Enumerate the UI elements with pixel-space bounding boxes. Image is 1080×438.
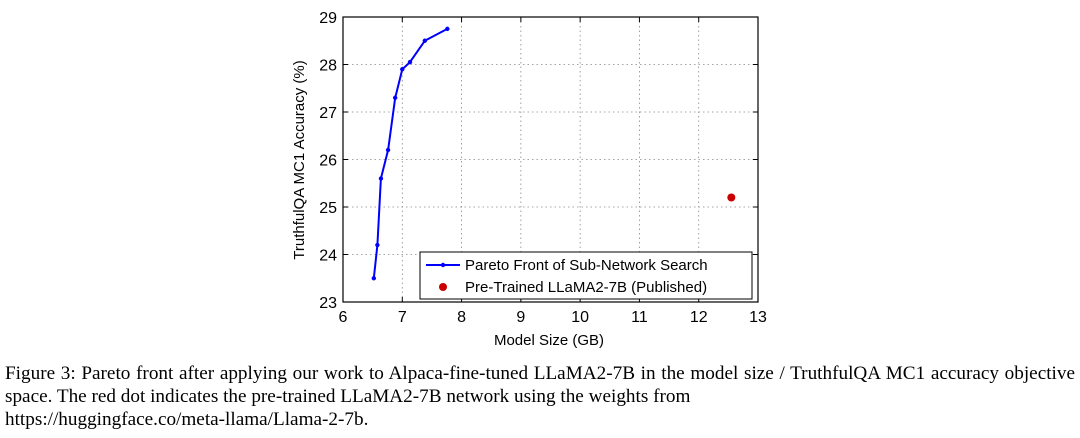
- x-axis-label: Model Size (GB): [494, 332, 604, 349]
- pareto-front-point: [378, 176, 384, 181]
- x-tick-label: 13: [749, 309, 767, 326]
- pareto-chart: 6 7 8 9 10 11 12 13 23 24 25 26 27 28 29 Model Size (…: [0, 0, 1080, 360]
- y-tick-label: 23: [319, 295, 337, 312]
- y-tick-label: 27: [319, 105, 337, 122]
- y-tick-label: 28: [319, 58, 337, 75]
- pareto-front-point: [371, 276, 377, 281]
- pareto-front-point: [422, 38, 428, 43]
- y-tick-label: 26: [319, 153, 337, 170]
- caption-url: https://huggingface.co/meta-llama/Llama-…: [5, 409, 369, 430]
- caption-text: Figure 3: Pareto front after applying ou…: [5, 363, 1075, 407]
- chart-legend: Pareto Front of Sub-Network Search Pre-T…: [419, 251, 753, 300]
- x-tick-label: 8: [457, 309, 466, 326]
- plot-area-frame: [342, 16, 759, 303]
- legend-dot-swatch: [439, 283, 447, 291]
- x-tick-label: 7: [398, 309, 407, 326]
- pareto-front-point: [407, 59, 413, 65]
- y-tick-label: 24: [319, 248, 337, 265]
- chart-background: [0, 0, 1080, 360]
- figure-caption: Figure 3: Pareto front after applying ou…: [5, 362, 1075, 431]
- x-tick-label: 10: [571, 309, 589, 326]
- pareto-front-point: [375, 242, 380, 248]
- pareto-front-point: [392, 95, 398, 100]
- pretrained-llama2-point: [727, 193, 736, 202]
- pareto-front-point: [400, 67, 405, 72]
- x-tick-label: 6: [339, 309, 348, 326]
- legend-label-pareto: Pareto Front of Sub-Network Search: [465, 257, 708, 274]
- legend-line-marker: [440, 262, 446, 268]
- pareto-front-point: [385, 147, 391, 153]
- y-tick-label: 29: [319, 10, 337, 27]
- legend-label-pretrained: Pre-Trained LLaMA2-7B (Published): [465, 279, 707, 296]
- data-series: [371, 26, 736, 281]
- y-tick-label: 25: [319, 200, 337, 217]
- x-tick-label: 9: [516, 309, 525, 326]
- legend-box: [419, 251, 753, 300]
- x-tick-label: 12: [690, 309, 708, 326]
- y-axis-ticks: 23 24 25 26 27 28 29: [319, 10, 758, 312]
- pareto-front-point: [445, 26, 450, 32]
- y-axis-label: TruthfulQA MC1 Accuracy (%): [291, 60, 308, 260]
- x-tick-label: 11: [631, 309, 648, 326]
